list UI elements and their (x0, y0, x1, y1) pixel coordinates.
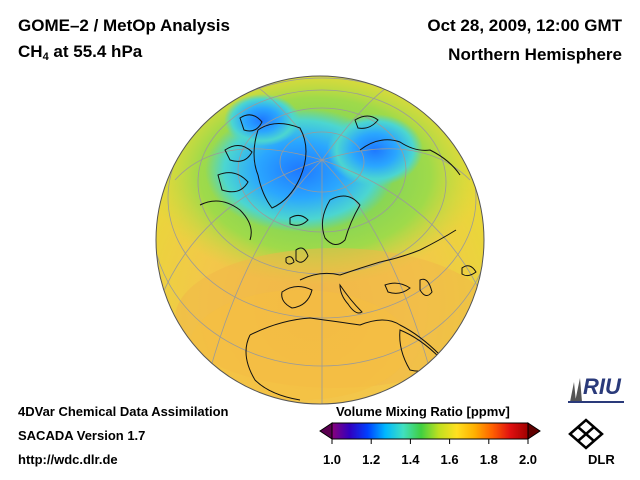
method-credit: 4DVar Chemical Data Assimilation (18, 404, 229, 419)
graticule (156, 76, 484, 404)
dlr-logo (568, 418, 604, 450)
species-subscript: 4 (42, 51, 49, 63)
version-credit: SACADA Version 1.7 (18, 428, 146, 443)
dlr-logo-text: DLR (588, 452, 615, 467)
region-label: Northern Hemisphere (448, 45, 622, 64)
colorbar-tick-label: 1.8 (479, 452, 498, 467)
pressure-level: at 55.4 hPa (48, 42, 143, 61)
colorbar-right-arrow (527, 422, 541, 440)
globe-fill (156, 76, 484, 404)
colorbar-title: Volume Mixing Ratio [ppmv] (336, 404, 510, 419)
colorbar-tick-label: 1.6 (440, 452, 459, 467)
page-title: GOME–2 / MetOp Analysis (18, 16, 230, 35)
riu-logo (568, 378, 624, 403)
colorbar-tick-label: 1.4 (401, 452, 420, 467)
website-link[interactable]: http://wdc.dlr.de (18, 452, 118, 467)
colorbar-gradient-bar (331, 422, 529, 440)
colorbar-tick-label: 2.0 (518, 452, 538, 467)
colorbar-tick-label: 1.0 (322, 452, 342, 467)
coastlines (199, 114, 477, 401)
species-level-label: CH4 at 55.4 hPa (18, 42, 142, 63)
species-main: CH (18, 42, 43, 61)
colorbar-tick-marks (331, 439, 529, 444)
colorbar-left-arrow (319, 422, 333, 440)
colorbar-tick-label: 1.2 (362, 452, 381, 467)
riu-logo-text: RIU (583, 374, 621, 399)
analysis-datetime: Oct 28, 2009, 12:00 GMT (427, 16, 622, 35)
